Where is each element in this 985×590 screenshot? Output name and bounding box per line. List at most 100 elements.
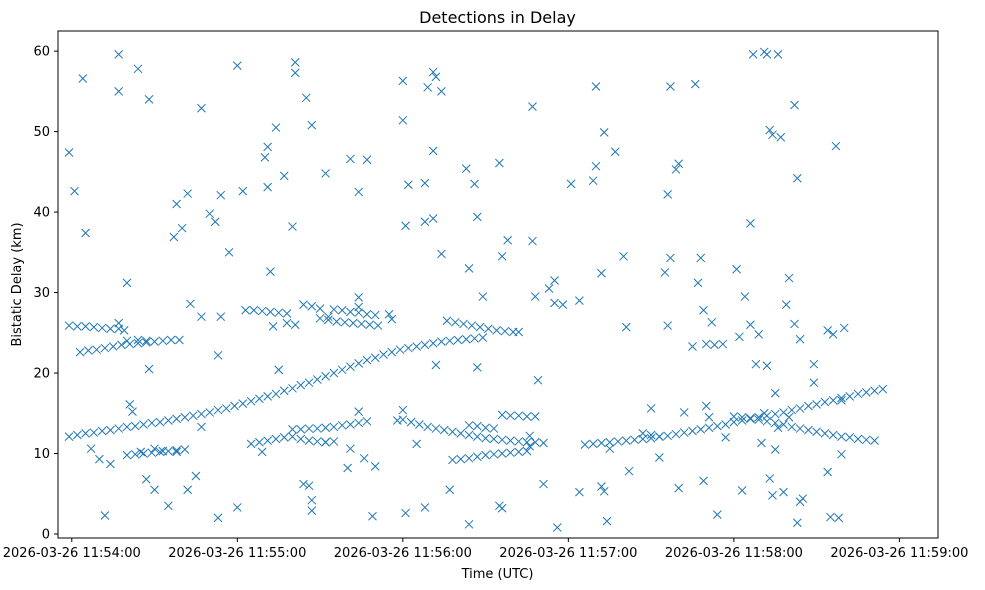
data-point-marker [437,249,446,259]
data-point-marker [759,408,769,418]
data-point-marker [481,423,490,433]
data-point-marker [412,342,421,351]
data-point-marker [663,190,673,199]
data-point-marker [307,506,317,515]
data-point-marker [169,232,179,242]
data-point-marker [186,299,195,309]
data-point-marker [459,319,468,329]
data-point-marker [100,511,110,520]
data-point-marker [784,273,794,283]
data-point-marker [299,479,308,489]
data-point-marker [329,368,339,378]
data-point-marker [398,415,408,425]
data-point-marker [97,426,107,436]
data-point-marker [315,313,325,323]
data-point-marker [497,503,507,513]
data-point-marker [861,435,871,445]
data-point-marker [395,345,405,355]
data-point-marker [776,132,786,142]
data-point-marker [431,72,441,82]
data-point-marker [332,317,341,326]
data-point-marker [522,446,532,456]
data-point-marker [699,476,708,486]
data-point-marker [197,409,206,419]
data-point-marker [139,449,148,458]
data-point-marker [497,251,507,261]
data-point-marker [172,447,181,457]
data-point-marker [357,319,366,329]
data-point-marker [78,74,88,83]
data-point-marker [290,68,300,78]
data-point-marker [588,439,598,449]
data-point-marker [795,424,805,433]
data-point-marker [428,338,438,348]
data-point-marker [392,416,402,425]
data-point-marker [130,421,140,431]
data-point-marker [837,396,846,405]
data-point-marker [122,422,132,432]
data-point-marker [255,437,264,447]
data-point-marker [370,310,380,320]
data-point-marker [263,436,273,445]
data-point-marker [533,375,543,385]
data-point-marker [362,355,372,365]
data-point-marker [75,347,85,357]
data-point-marker [489,434,499,444]
data-point-marker [472,212,482,222]
data-point-marker [696,253,706,263]
data-point-marker [354,359,364,368]
data-point-marker [362,309,372,319]
data-point-marker [197,312,206,322]
data-point-marker [263,392,273,401]
data-point-marker [828,430,838,440]
data-point-marker [525,431,535,441]
data-point-marker [346,444,355,454]
data-point-marker [472,363,482,372]
data-point-marker [506,411,515,421]
data-point-marker [439,425,449,435]
data-point-marker [688,342,697,351]
data-point-marker [205,209,215,219]
data-point-marker [453,335,463,345]
data-point-marker [354,407,364,417]
data-point-marker [798,494,808,503]
data-point-marker [503,235,513,245]
data-point-marker [279,171,289,181]
data-point-marker [362,416,372,426]
data-point-marker [737,416,747,425]
data-point-marker [216,312,226,322]
data-point-marker [125,400,135,409]
data-point-marker [83,346,93,355]
data-point-marker [64,432,74,441]
data-point-marker [790,319,799,329]
data-point-marker [323,315,333,325]
data-point-marker [266,307,275,317]
data-point-marker [599,128,609,137]
data-point-marker [530,412,540,421]
data-point-marker [304,424,314,433]
data-point-marker [475,322,485,332]
data-point-marker [141,474,151,484]
x-tick-label: 2026-03-26 11:59:00 [830,546,968,561]
data-point-marker [136,447,146,457]
data-point-marker [307,120,317,130]
data-point-marker [688,426,697,436]
data-point-marker [420,217,430,227]
data-point-marker [354,302,364,312]
data-point-marker [64,148,74,157]
data-point-marker [95,454,104,464]
y-axis-label: Bistatic Delay (km) [10,222,25,346]
data-point-marker [768,130,777,140]
data-point-marker [114,87,124,96]
data-point-marker [588,176,598,186]
data-point-marker [257,306,267,316]
data-point-marker [420,178,430,188]
data-point-marker [461,334,471,344]
x-tick-label: 2026-03-26 11:55:00 [168,546,306,561]
data-point-marker [274,308,284,318]
data-point-marker [401,508,410,518]
data-point-marker [144,364,154,374]
data-point-marker [442,316,452,326]
data-point-marker [784,412,794,422]
data-point-marker [737,486,747,495]
